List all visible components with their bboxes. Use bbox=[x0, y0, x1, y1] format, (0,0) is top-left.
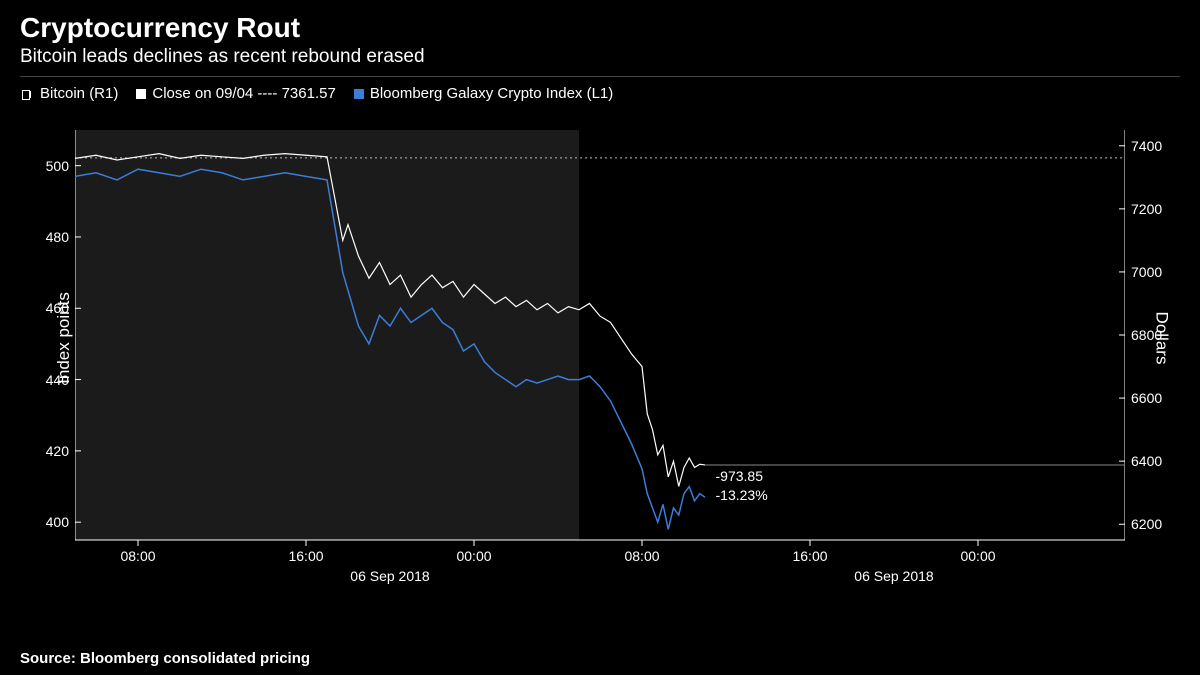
x-tick-label: 16:00 bbox=[288, 548, 323, 564]
x-tick-label: 08:00 bbox=[624, 548, 659, 564]
y-right-tick-label: 7200 bbox=[1131, 201, 1162, 217]
x-tick-label: 08:00 bbox=[120, 548, 155, 564]
x-tick-label: 00:00 bbox=[960, 548, 995, 564]
x-date-label: 06 Sep 2018 bbox=[350, 568, 429, 584]
y-right-tick-label: 6400 bbox=[1131, 453, 1162, 469]
candle-icon bbox=[20, 88, 34, 100]
legend-item-galaxy: Bloomberg Galaxy Crypto Index (L1) bbox=[354, 85, 613, 102]
legend-item-bitcoin: Bitcoin (R1) bbox=[20, 85, 118, 102]
x-date-label: 06 Sep 2018 bbox=[854, 568, 933, 584]
square-icon bbox=[136, 89, 146, 99]
annotation-value: -973.85 bbox=[716, 467, 768, 485]
y-left-tick-label: 460 bbox=[46, 300, 69, 316]
legend-label: Bloomberg Galaxy Crypto Index (L1) bbox=[370, 85, 613, 102]
y-left-tick-label: 400 bbox=[46, 514, 69, 530]
chart-container: Cryptocurrency Rout Bitcoin leads declin… bbox=[0, 0, 1200, 675]
y-left-tick-label: 440 bbox=[46, 372, 69, 388]
chart-title: Cryptocurrency Rout bbox=[0, 0, 1200, 46]
source-text: Source: Bloomberg consolidated pricing bbox=[20, 650, 310, 667]
y-left-tick-label: 420 bbox=[46, 443, 69, 459]
x-tick-label: 16:00 bbox=[792, 548, 827, 564]
legend: Bitcoin (R1) Close on 09/04 ---- 7361.57… bbox=[0, 77, 1200, 110]
y-right-tick-label: 6800 bbox=[1131, 327, 1162, 343]
legend-label: Close on 09/04 ---- 7361.57 bbox=[152, 85, 335, 102]
chart-plot-area: 4004204404604805006200640066006800700072… bbox=[75, 130, 1125, 590]
chart-subtitle: Bitcoin leads declines as recent rebound… bbox=[0, 46, 1200, 76]
legend-item-close: Close on 09/04 ---- 7361.57 bbox=[136, 85, 335, 102]
y-left-tick-label: 500 bbox=[46, 158, 69, 174]
y-right-tick-label: 7400 bbox=[1131, 138, 1162, 154]
y-left-tick-label: 480 bbox=[46, 229, 69, 245]
y-right-tick-label: 6600 bbox=[1131, 390, 1162, 406]
y-right-tick-label: 7000 bbox=[1131, 264, 1162, 280]
x-tick-label: 00:00 bbox=[456, 548, 491, 564]
square-icon bbox=[354, 89, 364, 99]
legend-label: Bitcoin (R1) bbox=[40, 85, 118, 102]
chart-svg bbox=[75, 130, 1125, 590]
y-right-tick-label: 6200 bbox=[1131, 516, 1162, 532]
annotation-pct: -13.23% bbox=[716, 486, 768, 504]
price-change-annotation: -973.85-13.23% bbox=[716, 467, 768, 503]
